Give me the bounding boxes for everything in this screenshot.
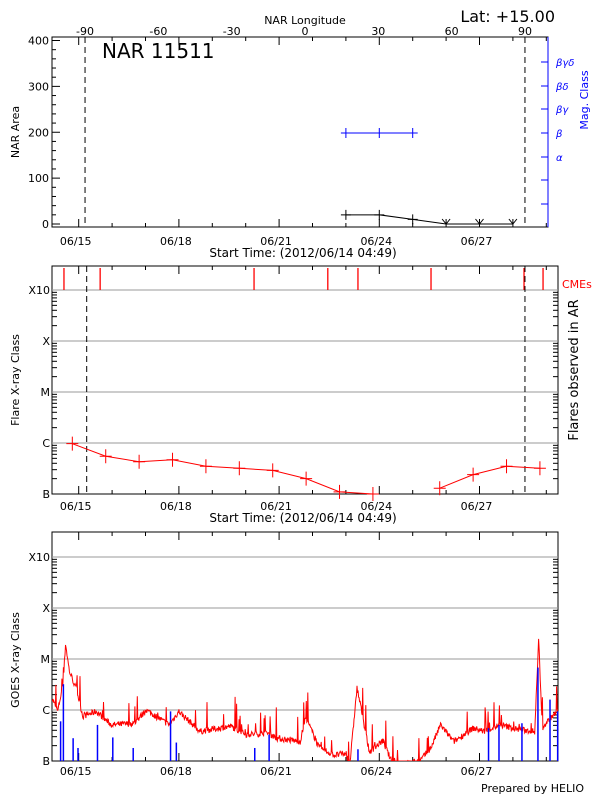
flare-point <box>467 467 480 482</box>
y-tick-label: C <box>42 437 50 450</box>
panel2-xlabel: Start Time: (2012/06/14 04:49) <box>209 511 396 525</box>
longitude-tick-label: -90 <box>76 25 94 38</box>
panel1-xlabel: Start Time: (2012/06/14 04:49) <box>209 246 396 260</box>
x-tick-label: 06/21 <box>260 765 292 778</box>
x-tick-label: 06/27 <box>461 235 493 248</box>
x-tick-label: 06/21 <box>260 500 292 513</box>
flare-point <box>99 449 112 464</box>
area-point-below <box>508 218 518 225</box>
panel2-ylabel-right: Flares observed in AR <box>567 299 582 440</box>
longitude-tick-label: 30 <box>371 25 385 38</box>
x-tick-label: 06/15 <box>60 765 92 778</box>
y-tick-label: C <box>42 704 50 717</box>
area-point-below <box>475 218 484 225</box>
y-tick-label: 300 <box>28 80 49 93</box>
cme-label: CMEs <box>562 278 592 291</box>
x-tick-label: 06/27 <box>461 765 493 778</box>
mag-class-point <box>407 128 418 138</box>
y-tick-label: 100 <box>28 172 49 185</box>
mag-class-point <box>374 128 385 138</box>
panel1-frame <box>51 36 549 228</box>
mag-class-tick-label: α <box>556 153 563 164</box>
y-tick-label: B <box>42 488 50 501</box>
area-point-below <box>441 218 451 225</box>
goes-long-channel-line <box>52 638 558 761</box>
y-tick-label: X <box>42 335 50 348</box>
flare-point <box>300 471 313 486</box>
x-tick-label: 06/27 <box>461 500 493 513</box>
mag-class-point <box>340 128 351 138</box>
flare-point <box>433 481 446 496</box>
longitude-tick-label: 60 <box>445 25 459 38</box>
area-point <box>340 209 351 220</box>
panel1-ylabel-right: Mag. Class <box>578 70 591 129</box>
x-tick-label: 06/21 <box>260 235 292 248</box>
area-point <box>407 214 418 225</box>
mag-class-tick-label: βδ <box>555 82 569 93</box>
longitude-tick-label: 90 <box>518 25 532 38</box>
y-tick-label: B <box>42 755 50 768</box>
area-line <box>345 214 513 225</box>
flare-point <box>500 459 513 474</box>
flare-point <box>266 463 279 478</box>
latitude-label: Lat: +15.00 <box>460 7 555 26</box>
region-label: NAR 11511 <box>102 39 215 63</box>
flare-point <box>133 454 146 469</box>
area-point <box>374 209 385 220</box>
panel3-frame <box>51 531 559 762</box>
y-tick-label: 0 <box>42 218 49 231</box>
flare-point <box>66 436 79 451</box>
flare-point <box>233 461 246 476</box>
x-tick-label: 06/18 <box>160 500 192 513</box>
mag-class-tick-label: βγ <box>555 105 569 116</box>
y-tick-label: X10 <box>28 551 50 564</box>
y-tick-label: X <box>42 602 50 615</box>
x-tick-label: 06/18 <box>160 765 192 778</box>
panel2-ylabel: Flare X-ray Class <box>9 334 22 426</box>
x-tick-label: 06/15 <box>60 500 92 513</box>
y-tick-label: 400 <box>28 35 49 48</box>
x-tick-label: 06/24 <box>360 235 392 248</box>
flare-line <box>72 443 373 495</box>
flare-point <box>166 452 179 467</box>
panel3-ylabel: GOES X-ray Class <box>9 612 22 708</box>
x-tick-label: 06/24 <box>360 765 392 778</box>
y-tick-label: M <box>41 653 51 666</box>
top-axis-label: NAR Longitude <box>264 14 346 27</box>
prepared-by-label: Prepared by HELIO <box>481 782 584 795</box>
flare-line <box>439 465 540 489</box>
flare-point <box>366 487 379 501</box>
flare-point <box>333 484 346 499</box>
longitude-tick-label: -30 <box>223 25 241 38</box>
y-tick-label: 200 <box>28 126 49 139</box>
flare-point <box>533 461 546 476</box>
mag-class-tick-label: βγδ <box>555 58 574 69</box>
longitude-tick-label: 0 <box>302 25 309 38</box>
panel2-frame <box>51 265 559 495</box>
flare-point <box>199 459 212 474</box>
longitude-tick-label: -60 <box>149 25 167 38</box>
x-tick-label: 06/24 <box>360 500 392 513</box>
mag-class-tick-label: β <box>555 129 563 140</box>
x-tick-label: 06/18 <box>160 235 192 248</box>
panel1-ylabel: NAR Area <box>9 106 22 158</box>
y-tick-label: M <box>41 386 51 399</box>
x-tick-label: 06/15 <box>60 235 92 248</box>
y-tick-label: X10 <box>28 284 50 297</box>
